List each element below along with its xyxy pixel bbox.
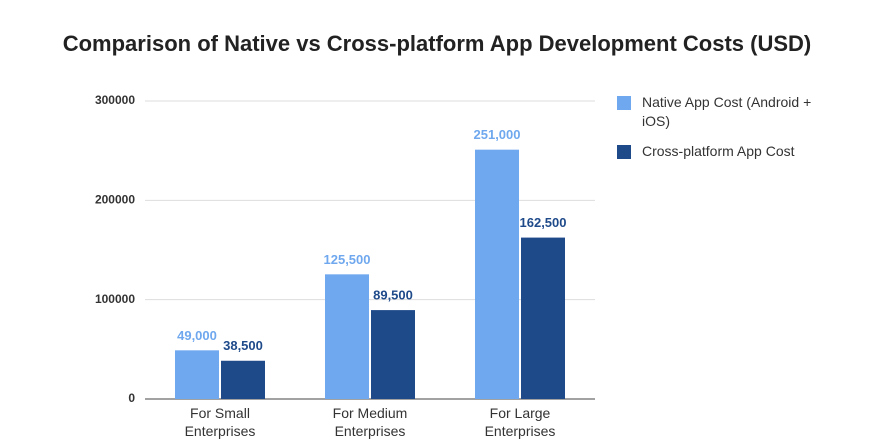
chart-title: Comparison of Native vs Cross-platform A… xyxy=(63,31,812,56)
value-label: 251,000 xyxy=(474,127,521,142)
bar xyxy=(325,274,369,399)
y-tick-label: 200000 xyxy=(95,193,135,207)
bar xyxy=(475,149,519,399)
legend-label: Cross-platform App Cost xyxy=(642,143,795,159)
value-label: 38,500 xyxy=(223,338,263,353)
legend-label: Native App Cost (Android + iOS) xyxy=(642,94,812,129)
x-tick-label: For Large Enterprises xyxy=(484,405,556,439)
x-tick-label: For Small Enterprises xyxy=(184,405,256,439)
x-tick-label: For Medium Enterprises xyxy=(332,405,408,439)
value-label: 125,500 xyxy=(324,252,371,267)
legend-swatch xyxy=(617,96,631,110)
bar xyxy=(221,360,265,399)
y-tick-label: 100000 xyxy=(95,292,135,306)
bar xyxy=(371,310,415,399)
y-tick-label: 300000 xyxy=(95,93,135,107)
bar xyxy=(521,237,565,399)
value-label: 162,500 xyxy=(520,215,567,230)
bar xyxy=(175,350,219,399)
y-tick-label: 0 xyxy=(128,391,135,405)
legend-swatch xyxy=(617,145,631,159)
value-label: 49,000 xyxy=(177,328,217,343)
value-label: 89,500 xyxy=(373,288,413,303)
